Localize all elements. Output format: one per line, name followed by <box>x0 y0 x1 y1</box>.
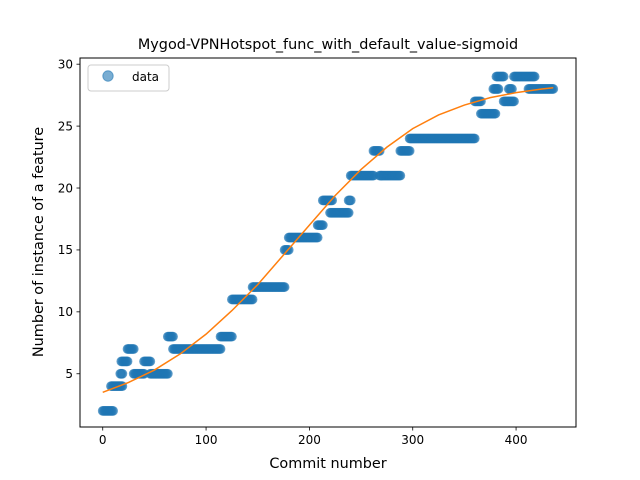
y-tick-label: 20 <box>58 181 73 195</box>
data-point <box>128 344 139 354</box>
data-point <box>548 84 559 94</box>
x-axis-label: Commit number <box>269 456 386 472</box>
curve-layer <box>102 86 554 394</box>
x-axis-ticks: 0 100 200 300 400 <box>99 427 528 447</box>
data-point <box>395 170 406 181</box>
plot-frame <box>79 57 577 428</box>
data-point <box>374 145 385 156</box>
data-point <box>493 84 504 94</box>
data-point <box>345 195 356 206</box>
data-point <box>490 108 501 119</box>
y-tick-label: 15 <box>58 243 73 257</box>
data-point <box>312 232 323 243</box>
legend: data <box>87 64 170 92</box>
chart-title: Mygod-VPNHotspot_func_with_default_value… <box>138 37 518 53</box>
data-point <box>498 71 509 82</box>
y-tick-label: 30 <box>58 57 73 71</box>
data-point <box>317 220 328 231</box>
data-point <box>404 145 415 156</box>
data-point <box>122 356 133 367</box>
x-tick-label: 0 <box>99 433 107 447</box>
data-point <box>469 133 480 144</box>
fit-curve <box>102 86 554 394</box>
x-tick-label: 400 <box>505 433 528 447</box>
data-point <box>145 356 156 367</box>
y-axis-label: Number of instance of a feature <box>31 127 47 357</box>
data-point <box>343 207 354 218</box>
legend-marker <box>102 70 114 82</box>
y-axis-ticks: 5 10 15 20 25 30 <box>58 57 80 381</box>
x-tick-label: 100 <box>195 433 218 447</box>
data-point <box>279 282 290 292</box>
data-point <box>509 96 519 107</box>
data-point <box>168 331 178 342</box>
y-tick-label: 5 <box>65 367 73 381</box>
y-tick-label: 25 <box>58 119 73 133</box>
data-point <box>226 331 237 342</box>
data-point <box>247 294 258 305</box>
data-point <box>108 405 118 416</box>
legend-label: data <box>132 70 159 84</box>
data-point <box>162 368 173 379</box>
data-point <box>529 71 540 82</box>
x-tick-label: 200 <box>298 433 321 447</box>
data-point <box>215 344 226 354</box>
y-tick-label: 10 <box>58 305 73 319</box>
x-tick-label: 300 <box>401 433 424 447</box>
data-point <box>117 368 128 379</box>
